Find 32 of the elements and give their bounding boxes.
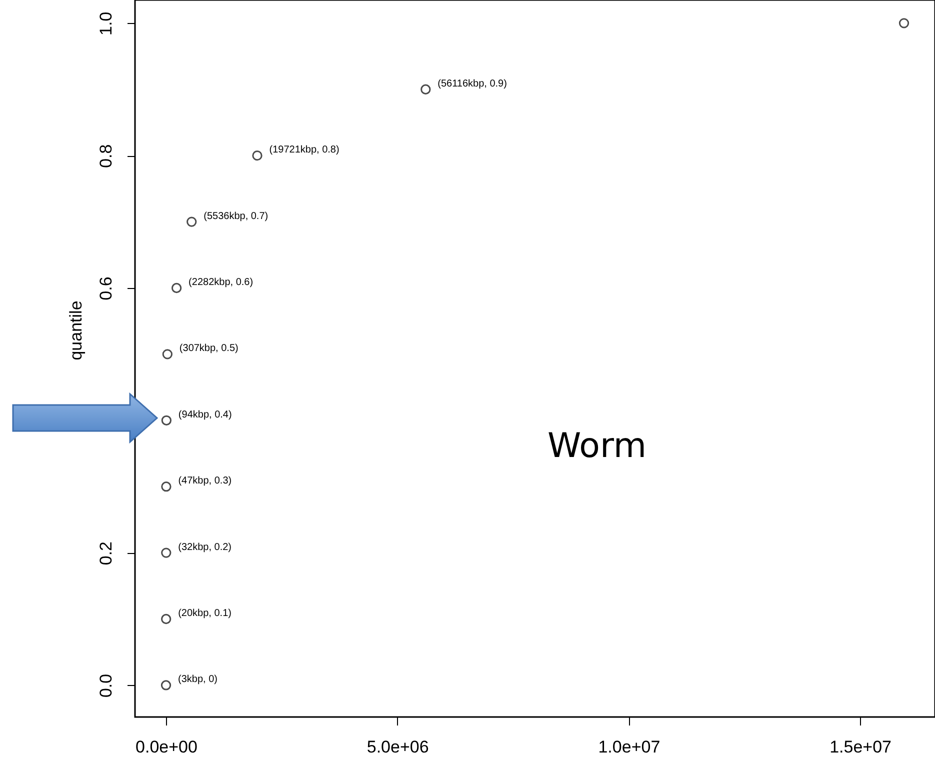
y-axis-title: quantile	[66, 300, 86, 360]
annotation: (20kbp, 0.1)	[178, 608, 232, 620]
point	[160, 680, 172, 690]
annotation: (5536kbp, 0.7)	[204, 210, 268, 222]
annotation: (56116kbp, 0.9)	[438, 78, 507, 90]
point	[171, 282, 182, 294]
y-tick-label: 0.8	[96, 144, 116, 168]
y-tick-label: 0.2	[96, 541, 116, 566]
point	[161, 548, 172, 558]
point	[161, 415, 172, 426]
point	[252, 150, 262, 161]
point	[420, 84, 431, 94]
annotation: Worm	[548, 426, 646, 466]
x-tick-label: 0.0e+00	[136, 738, 198, 756]
y-tick-label: 0.6	[96, 276, 116, 300]
x-tick-label: 1.0e+07	[598, 738, 660, 756]
x-tick-label: 1.5e+07	[830, 738, 892, 756]
point	[162, 349, 172, 360]
y-tick-label: 1.0	[96, 12, 116, 36]
annotation: (307kbp, 0.5)	[179, 343, 238, 354]
annotation: (3kbp, 0)	[178, 674, 218, 686]
point	[161, 482, 172, 492]
annotation: (94kbp, 0.4)	[178, 409, 232, 420]
point	[186, 216, 197, 227]
point	[898, 18, 910, 28]
x-tick-label: 5.0e+06	[366, 738, 429, 756]
annotation: (47kbp, 0.3)	[178, 476, 232, 487]
point	[161, 614, 172, 624]
annotation: (2282kbp, 0.6)	[188, 276, 254, 288]
annotation: (32kbp, 0.2)	[178, 542, 232, 553]
annotation: (19721kbp, 0.8)	[269, 144, 340, 156]
y-tick-label: 0.0	[96, 674, 116, 698]
